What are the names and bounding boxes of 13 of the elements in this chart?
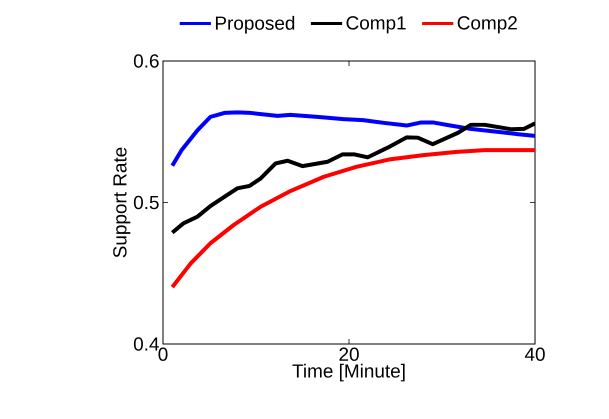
y-axis-title: Support Rate xyxy=(113,148,130,258)
y-tick-label: 0.5 xyxy=(134,196,159,210)
legend-label: Proposed xyxy=(216,16,294,34)
x-axis-title: Time [Minute] xyxy=(292,364,405,382)
legend-label: Comp1 xyxy=(346,16,406,34)
y-tick-label: 0.4 xyxy=(134,337,159,351)
line-series xyxy=(170,148,536,290)
legend-label: Comp2 xyxy=(458,16,517,34)
y-tick-label: 0.6 xyxy=(134,54,159,68)
x-tick-label: 40 xyxy=(524,348,545,361)
line-series xyxy=(170,110,536,168)
x-tick-label: 0 xyxy=(158,348,168,361)
x-tick-label: 20 xyxy=(339,348,359,361)
